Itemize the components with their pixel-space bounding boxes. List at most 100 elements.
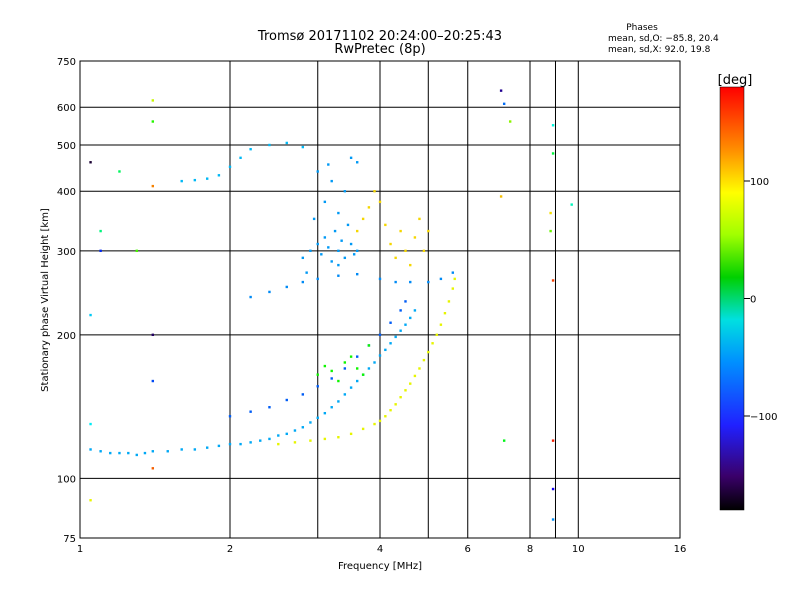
data-point	[151, 120, 155, 123]
colorbar-tick-label: −100	[750, 412, 777, 423]
data-point	[409, 382, 412, 385]
data-point	[217, 444, 221, 448]
data-point	[337, 249, 340, 253]
data-point	[570, 203, 573, 206]
data-point	[285, 285, 288, 289]
y-tick-label: 100	[57, 474, 76, 485]
data-point	[277, 442, 280, 446]
data-point	[349, 242, 353, 246]
data-point	[361, 217, 365, 221]
colorbar	[719, 86, 745, 511]
data-point	[367, 206, 371, 209]
data-point	[346, 223, 350, 227]
data-point	[151, 333, 155, 337]
data-point	[109, 451, 112, 455]
data-point	[180, 179, 183, 183]
data-point	[404, 389, 407, 392]
series-group	[89, 89, 573, 521]
data-point	[337, 274, 340, 277]
data-point	[404, 249, 407, 253]
data-point	[343, 393, 347, 396]
data-point	[309, 249, 312, 253]
chart-title-line2: RwPretec (8p)	[334, 42, 425, 57]
y-axis-label: Stationary phase Virtual Height [km]	[40, 208, 51, 392]
data-point	[309, 421, 312, 424]
x-tick-label: 4	[377, 544, 383, 555]
data-point	[443, 311, 447, 315]
data-point	[309, 439, 312, 442]
data-point	[378, 200, 382, 204]
data-point	[551, 518, 555, 521]
series-group	[316, 344, 371, 383]
data-point	[301, 393, 305, 396]
data-point	[551, 279, 555, 282]
data-point	[384, 348, 387, 352]
data-point	[89, 161, 92, 164]
gridlines	[80, 61, 680, 538]
data-point	[337, 436, 340, 439]
data-point	[268, 406, 271, 409]
data-point	[151, 99, 155, 102]
data-point	[193, 178, 197, 182]
data-point	[451, 287, 455, 290]
data-point	[384, 415, 387, 418]
data-point	[453, 277, 456, 281]
data-point	[305, 271, 308, 274]
x-tick-label: 16	[674, 544, 687, 555]
data-point	[330, 377, 333, 380]
y-tick-label: 600	[57, 103, 76, 114]
data-point	[180, 448, 183, 451]
data-point	[431, 342, 434, 345]
data-point	[447, 300, 451, 303]
data-point	[268, 290, 271, 294]
data-point	[367, 344, 371, 347]
data-point	[151, 467, 155, 470]
data-point	[399, 395, 402, 399]
data-point	[343, 367, 347, 370]
data-point	[89, 422, 92, 426]
info-line-o: mean, sd,O: −85.8, 20.4	[608, 34, 719, 44]
data-point	[551, 487, 555, 491]
data-point	[330, 369, 333, 373]
data-point	[166, 450, 169, 453]
data-point	[333, 229, 337, 233]
data-point	[301, 280, 305, 284]
data-point	[301, 426, 305, 429]
data-point	[135, 453, 138, 457]
data-point	[378, 419, 382, 423]
data-point	[502, 439, 506, 442]
data-point	[228, 442, 232, 446]
data-point	[118, 451, 121, 455]
data-point	[389, 242, 392, 246]
data-point	[399, 229, 402, 233]
data-point	[394, 403, 397, 406]
data-point	[361, 427, 365, 431]
data-point	[151, 379, 155, 383]
data-point	[293, 441, 297, 444]
data-point	[361, 373, 365, 376]
x-tick-label: 6	[465, 544, 471, 555]
data-point	[551, 152, 555, 155]
data-point	[301, 256, 305, 260]
data-point	[343, 361, 347, 364]
data-point	[394, 335, 397, 339]
data-point	[193, 448, 197, 451]
data-point	[439, 323, 443, 326]
data-point	[337, 211, 340, 215]
data-point	[239, 442, 242, 446]
data-point	[508, 120, 512, 123]
data-point	[399, 309, 402, 312]
data-point	[355, 379, 359, 383]
data-point	[340, 239, 343, 242]
data-point	[355, 249, 359, 253]
data-point	[337, 379, 340, 383]
data-point	[143, 451, 147, 455]
data-point	[99, 229, 102, 233]
data-point	[316, 242, 319, 246]
series-group	[301, 156, 359, 274]
x-tick-label: 8	[527, 544, 533, 555]
data-point	[378, 277, 382, 281]
data-point	[89, 448, 92, 451]
data-point	[99, 450, 102, 453]
data-point	[205, 177, 209, 180]
